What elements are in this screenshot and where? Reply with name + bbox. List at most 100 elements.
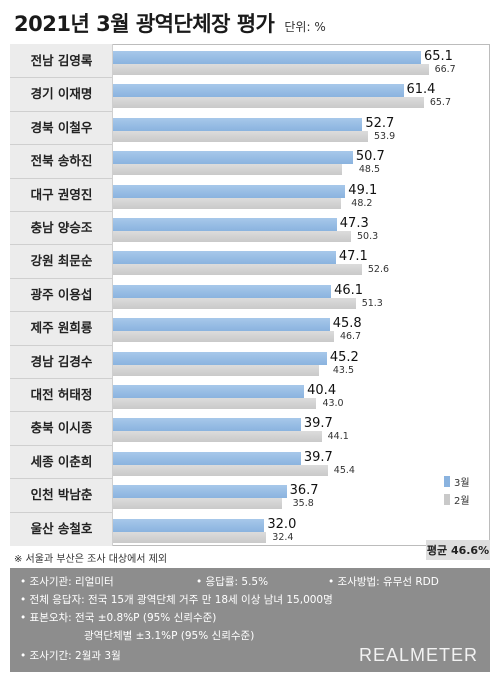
value-label-march: 36.7	[289, 483, 319, 499]
bar-march	[113, 151, 353, 165]
row-divider	[10, 244, 113, 246]
category-label: 광주 이용섭	[30, 286, 93, 302]
category-label: 대전 허태정	[30, 387, 93, 402]
category-label: 인천 박남춘	[30, 487, 93, 503]
legend-swatch-february	[444, 493, 450, 505]
category-label: 대구 권영진	[30, 186, 93, 202]
row-divider	[10, 411, 113, 413]
value-label-march: 46.1	[334, 282, 364, 298]
value-label-march: 61.4	[406, 82, 436, 98]
row-divider	[10, 511, 113, 513]
bar-february	[113, 64, 429, 75]
legend-label-february: 2월	[454, 495, 470, 507]
value-label-february: 35.8	[292, 498, 314, 510]
value-label-march: 39.7	[303, 449, 333, 465]
value-label-february: 45.4	[333, 464, 355, 476]
bar-march	[113, 385, 305, 398]
info-error-regional: 광역단체별 ±3.1%P (95% 신뢰수준)	[84, 630, 255, 642]
row-divider	[10, 344, 113, 346]
legend-swatch-march	[444, 475, 450, 487]
bar-february	[113, 297, 356, 309]
row-divider	[10, 144, 113, 146]
bar-march	[113, 84, 404, 98]
info-agency: • 조사기관: 리얼미터	[20, 576, 114, 588]
legend-label-march: 3월	[454, 477, 470, 489]
info-response-rate: • 응답률: 5.5%	[196, 576, 269, 588]
info-method: • 조사방법: 유무선 RDD	[328, 576, 439, 588]
value-label-march: 32.0	[267, 516, 297, 532]
bar-march	[113, 518, 265, 532]
chart-header: 2021년 3월 광역단체장 평가 단위: %	[14, 8, 326, 42]
value-label-february: 65.7	[429, 97, 451, 109]
value-label-february: 43.0	[322, 398, 344, 409]
info-period: • 조사기간: 2월과 3월	[20, 650, 121, 662]
bar-march	[113, 485, 287, 499]
row-divider	[10, 77, 113, 79]
bar-march	[113, 418, 301, 432]
footnote: ※ 서울과 부산은 조사 대상에서 제외	[14, 554, 168, 565]
row-divider	[10, 277, 113, 279]
bar-february	[113, 130, 369, 142]
category-label: 울산 송철호	[30, 520, 93, 536]
value-label-march: 47.1	[338, 249, 368, 265]
bar-march	[113, 451, 301, 465]
survey-info-box: • 조사기관: 리얼미터 • 응답률: 5.5% • 조사방법: 유무선 RDD…	[10, 568, 490, 672]
bar-february	[113, 264, 362, 276]
bar-march	[113, 218, 337, 231]
value-label-february: 53.9	[374, 130, 396, 142]
value-label-march: 47.3	[339, 216, 369, 231]
value-label-march: 65.1	[424, 49, 453, 64]
value-label-march: 39.7	[303, 416, 333, 432]
category-label: 세종 이춘희	[30, 453, 93, 469]
value-label-march: 45.8	[332, 316, 362, 332]
category-label: 강원 최문순	[30, 253, 93, 269]
bar-march	[113, 51, 421, 64]
row-divider	[10, 478, 113, 480]
info-error-national: • 표본오차: 전국 ±0.8%P (95% 신뢰수준)	[20, 612, 217, 624]
bar-february	[113, 331, 334, 343]
realmeter-logo: REALMETER	[358, 645, 478, 665]
bar-february	[113, 431, 322, 443]
value-label-march: 50.7	[355, 149, 385, 165]
legend: 3월 2월	[444, 472, 488, 508]
category-label: 경기 이재명	[30, 86, 93, 102]
bar-march	[113, 251, 336, 265]
unit-label: 단위: %	[284, 20, 326, 34]
bar-february	[113, 531, 267, 543]
bar-february	[113, 197, 342, 209]
chart-title: 2021년 3월 광역단체장 평가	[14, 12, 275, 36]
row-divider	[10, 177, 113, 179]
value-label-february: 48.2	[351, 197, 373, 209]
legend-item-march: 3월	[444, 472, 488, 490]
value-label-february: 32.4	[272, 531, 294, 543]
value-label-march: 45.2	[329, 349, 359, 365]
category-label: 경남 김경수	[30, 353, 93, 369]
value-label-march: 52.7	[365, 115, 395, 131]
row-divider	[10, 110, 113, 112]
bar-march	[113, 351, 327, 365]
category-label: 경북 이철우	[30, 119, 93, 135]
bar-march	[113, 318, 330, 332]
category-label-column	[10, 44, 113, 546]
value-label-march: 49.1	[348, 182, 378, 198]
value-label-february: 51.3	[361, 297, 383, 309]
category-label: 전북 송하진	[30, 153, 93, 169]
bar-february	[113, 97, 424, 109]
value-label-february: 66.7	[434, 64, 456, 75]
row-divider	[10, 311, 113, 313]
value-label-march: 40.4	[307, 383, 337, 398]
value-label-february: 52.6	[367, 264, 390, 276]
category-label: 제주 원희룡	[30, 320, 93, 336]
bar-march	[113, 284, 332, 298]
value-label-february: 48.5	[358, 164, 381, 176]
bar-march	[113, 184, 346, 198]
bar-february	[113, 164, 343, 176]
category-label: 충북 이시종	[30, 420, 93, 436]
category-label: 충남 양승조	[30, 220, 93, 235]
bar-february	[113, 498, 283, 510]
legend-item-february: 2월	[444, 490, 488, 508]
category-label: 전남 김영록	[30, 53, 93, 68]
row-divider	[10, 444, 113, 446]
bar-february	[113, 364, 319, 376]
bar-february	[113, 231, 351, 242]
